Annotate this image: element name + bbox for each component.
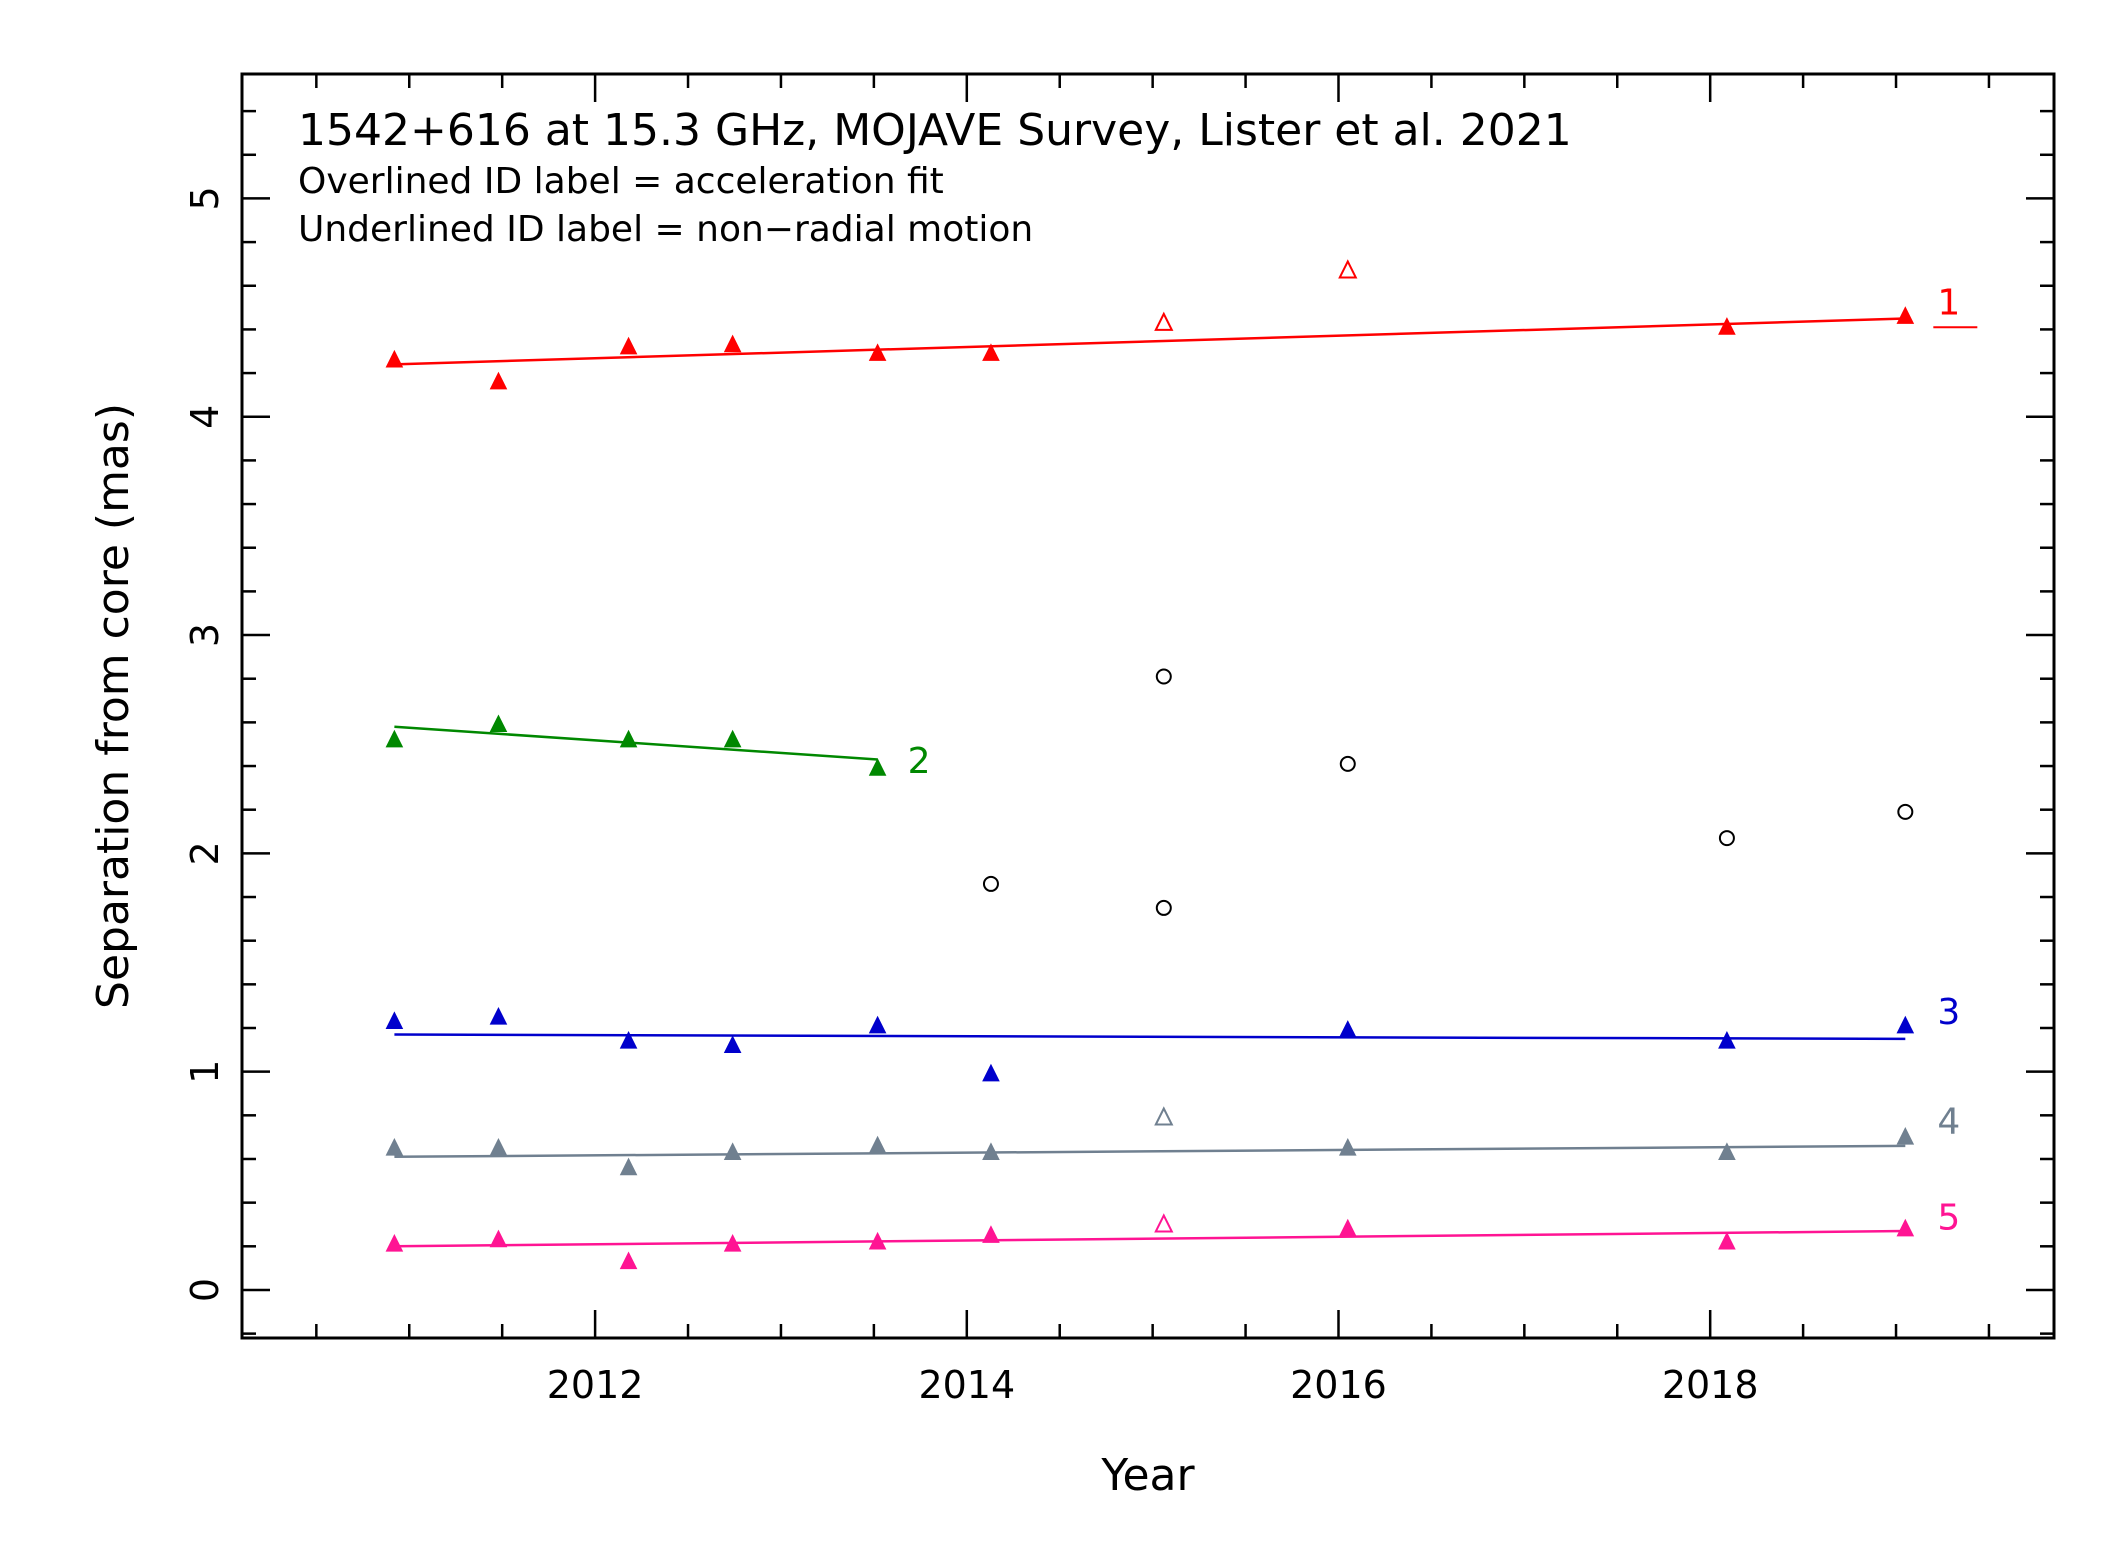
y-tick-label: 1 (183, 1060, 227, 1084)
data-point-4 (868, 1135, 887, 1154)
series-label-3: 3 (1937, 992, 1960, 1033)
y-axis-label: Separation from core (mas) (88, 403, 139, 1009)
x-tick-label: 2012 (547, 1363, 644, 1407)
series-label-2: 2 (908, 741, 931, 782)
chart-subtitle: Underlined ID label = non−radial motion (298, 209, 1033, 250)
y-tick-label: 0 (183, 1278, 227, 1302)
data-point-4 (1154, 1106, 1174, 1126)
data-point-5 (1338, 1218, 1357, 1237)
series-label-4: 4 (1937, 1101, 1960, 1142)
data-point-5 (385, 1234, 404, 1252)
fit-line-4 (394, 1144, 1906, 1159)
data-point-3 (723, 1035, 742, 1053)
data-point-5 (489, 1229, 508, 1248)
data-point-2 (489, 714, 508, 733)
unassociated-point (1155, 899, 1172, 916)
data-point-3 (619, 1030, 638, 1049)
data-point-5 (1718, 1231, 1736, 1250)
x-tick-label: 2014 (918, 1363, 1015, 1407)
data-point-5 (723, 1234, 742, 1252)
data-point-1 (1154, 311, 1174, 331)
data-point-5 (619, 1251, 638, 1270)
series-label-1: 1 (1937, 283, 1960, 324)
data-point-5 (868, 1231, 887, 1250)
data-point-2 (619, 729, 638, 748)
data-point-4 (1896, 1127, 1915, 1145)
data-point-1 (489, 371, 508, 390)
data-point-1 (619, 336, 638, 355)
chart-subtitle: Overlined ID label = acceleration fit (298, 161, 944, 202)
data-point-1 (1338, 259, 1358, 279)
unassociated-point (1155, 668, 1172, 685)
fit-line-2 (394, 725, 878, 761)
data-point-1 (982, 343, 1000, 361)
x-axis-label: Year (1100, 1450, 1195, 1501)
chart-title: 1542+616 at 15.3 GHz, MOJAVE Survey, Lis… (298, 105, 1572, 156)
fit-line-3 (394, 1033, 1906, 1041)
data-point-1 (1896, 306, 1915, 324)
fit-line-5 (394, 1229, 1906, 1248)
data-point-3 (385, 1011, 404, 1029)
unassociated-point (1718, 830, 1735, 847)
data-point-4 (982, 1142, 1000, 1160)
data-point-4 (489, 1137, 508, 1156)
y-tick-label: 5 (183, 186, 227, 210)
data-point-2 (868, 758, 887, 776)
y-tick-label: 4 (183, 405, 227, 429)
data-point-2 (385, 729, 404, 748)
data-point-3 (1896, 1015, 1915, 1034)
data-point-5 (982, 1225, 1000, 1243)
plot-frame (240, 72, 2056, 1340)
data-point-1 (385, 349, 404, 368)
data-point-1 (723, 334, 742, 353)
data-point-4 (1718, 1142, 1736, 1160)
unassociated-point (1339, 755, 1356, 772)
unassociated-point (982, 875, 999, 892)
y-tick-label: 2 (183, 841, 227, 865)
y-tick-label: 3 (183, 623, 227, 647)
data-point-4 (1338, 1137, 1357, 1156)
data-point-1 (1718, 317, 1736, 335)
unassociated-point (1897, 803, 1914, 820)
x-tick-label: 2016 (1290, 1363, 1387, 1407)
data-point-4 (619, 1157, 638, 1176)
data-point-4 (385, 1137, 404, 1156)
data-point-3 (982, 1063, 1000, 1082)
data-point-4 (723, 1142, 742, 1160)
x-tick-label: 2018 (1662, 1363, 1759, 1407)
data-point-3 (1338, 1020, 1357, 1038)
data-point-1 (868, 343, 887, 361)
data-point-5 (1154, 1213, 1174, 1233)
series-label-5: 5 (1937, 1197, 1960, 1238)
data-point-3 (489, 1006, 508, 1025)
data-point-3 (1718, 1030, 1736, 1049)
data-point-5 (1896, 1218, 1915, 1237)
fit-line-1 (394, 317, 1906, 366)
data-point-3 (868, 1015, 887, 1034)
data-point-2 (723, 729, 742, 748)
